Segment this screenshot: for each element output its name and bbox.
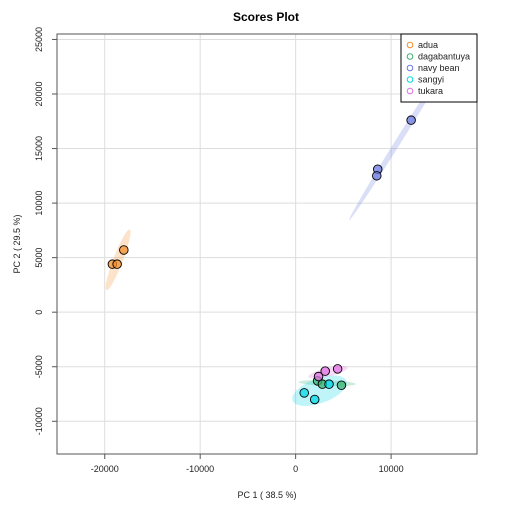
point-sangyi <box>309 394 320 405</box>
point-tukara <box>320 366 330 376</box>
axes-ticks: -20000 -10000 0 10000 -10000 -5000 0 5000 10000 1… <box>34 27 404 474</box>
y-tick-label: -5000 <box>34 355 44 378</box>
x-tick-label: 10000 <box>379 464 404 474</box>
y-tick-label: -10000 <box>34 407 44 435</box>
y-tick-label: 20000 <box>34 81 44 106</box>
legend-label-dagabantuya: dagabantuya <box>418 52 470 62</box>
x-tick-label: -10000 <box>186 464 214 474</box>
chart-title: Scores Plot <box>233 10 299 24</box>
legend-label-tukara: tukara <box>418 86 443 96</box>
legend-label-adua: adua <box>418 40 438 50</box>
point-navy-bean <box>372 171 382 181</box>
legend-marker-adua <box>406 41 414 49</box>
point-sangyi <box>324 379 334 389</box>
legend-marker-navy-bean <box>406 64 414 72</box>
legend-marker-tukara <box>406 87 414 95</box>
confidence-ellipses <box>105 55 453 406</box>
y-tick-label: 10000 <box>34 191 44 216</box>
point-tukara <box>332 364 343 374</box>
point-navy-bean <box>406 115 416 125</box>
legend-marker-sangyi <box>406 76 414 83</box>
legend-marker-dagabantuya <box>406 53 414 60</box>
point-adua <box>112 259 122 269</box>
x-tick-label: -20000 <box>91 464 119 474</box>
x-tick-label: 0 <box>293 464 298 474</box>
point-sangyi <box>299 388 309 398</box>
y-tick-label: 25000 <box>34 27 44 52</box>
data-points <box>107 115 416 405</box>
grid <box>57 34 477 454</box>
legend-box <box>400 33 478 103</box>
y-tick-label: 0 <box>34 310 44 315</box>
point-tukara <box>313 371 324 382</box>
legend-label-sangyi: sangyi <box>418 75 444 85</box>
legend-label-navy-bean: navy bean <box>418 63 460 73</box>
y-axis-label: PC 2 ( 29.5 %) <box>12 214 22 273</box>
y-tick-label: 15000 <box>34 136 44 161</box>
point-adua <box>119 245 129 255</box>
point-dagabantuya <box>336 380 347 391</box>
y-tick-label: 5000 <box>34 248 44 268</box>
x-axis-label: PC 1 ( 38.5 %) <box>237 490 296 500</box>
plot-frame <box>56 33 478 455</box>
